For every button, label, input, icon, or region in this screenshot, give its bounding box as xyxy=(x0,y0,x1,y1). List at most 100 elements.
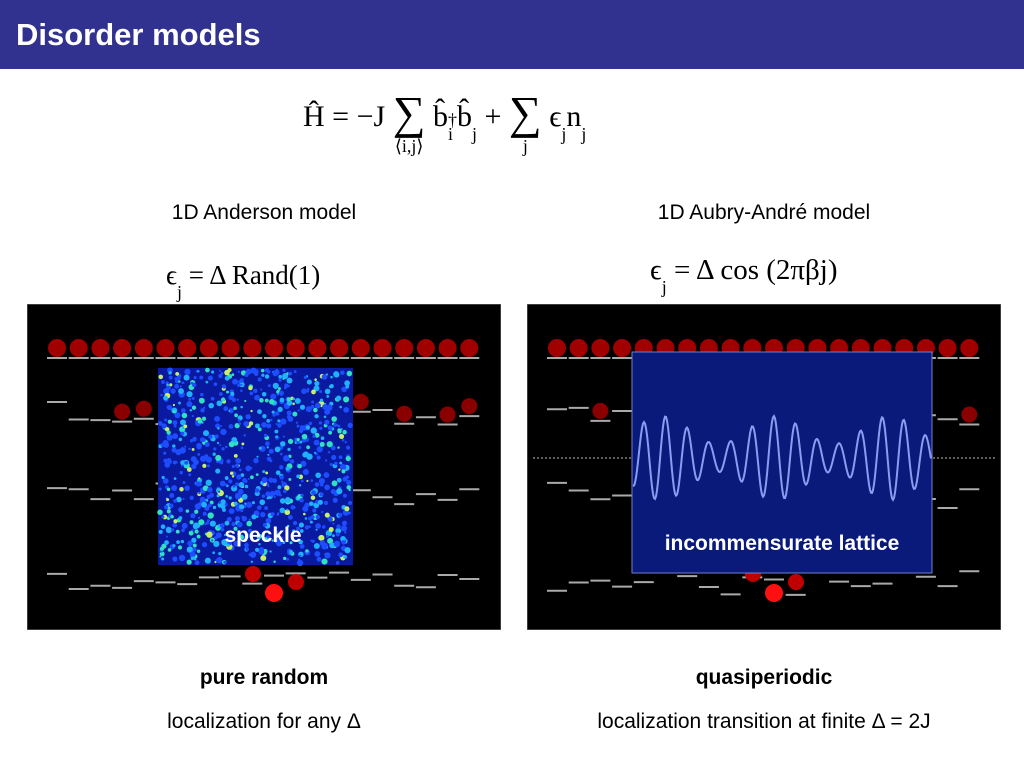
speckle-grain xyxy=(249,551,257,558)
speckle-grain xyxy=(292,520,298,526)
atom xyxy=(416,339,435,357)
speckle-grain xyxy=(254,394,260,401)
speckle-grain xyxy=(240,383,243,386)
speckle-grain xyxy=(207,375,213,381)
speckle-grain xyxy=(166,434,173,441)
speckle-grain xyxy=(174,383,180,389)
term: Ĥ = −J xyxy=(303,100,393,134)
speckle-grain xyxy=(271,539,274,542)
speckle-grain xyxy=(217,426,220,430)
sum-sign: ∑ xyxy=(508,87,542,138)
scripts: † i xyxy=(447,111,457,144)
speckle-grain xyxy=(172,544,176,548)
speckle-grain xyxy=(164,418,168,422)
speckle-grain xyxy=(219,444,222,447)
speckle-grain xyxy=(226,543,230,547)
speckle-grain xyxy=(191,447,195,451)
speckle-grain xyxy=(283,556,287,561)
speckle-grain xyxy=(188,530,194,536)
speckle-grain xyxy=(338,455,343,460)
speckle-grain xyxy=(272,413,276,417)
speckle-grain xyxy=(284,509,291,516)
speckle-grain xyxy=(324,552,331,559)
speckle-grain xyxy=(348,488,351,492)
speckle-grain xyxy=(181,412,188,419)
speckle-grain xyxy=(192,547,197,552)
panel-heading: 1D Aubry-André model xyxy=(657,201,871,224)
speckle-grain xyxy=(198,491,201,495)
speckle-grain xyxy=(207,512,214,519)
speckle-grain xyxy=(178,516,183,520)
speckle-grain xyxy=(160,524,166,529)
speckle-grain xyxy=(276,393,279,396)
speckle-grain xyxy=(278,378,282,382)
speckle-grain xyxy=(231,521,236,527)
speckle-grain xyxy=(287,416,294,422)
speckle-grain xyxy=(163,442,170,448)
speckle-grain xyxy=(241,493,248,500)
speckle-grain xyxy=(345,384,350,389)
speckle-grain xyxy=(264,374,270,379)
speckle-grain xyxy=(166,498,170,502)
atom xyxy=(286,339,305,357)
speckle-grain xyxy=(297,558,301,562)
speckle-grain xyxy=(323,415,327,419)
speckle-grain xyxy=(258,543,261,546)
speckle-grain xyxy=(284,383,289,388)
speckle-grain xyxy=(213,447,217,451)
speckle-grain xyxy=(221,539,228,546)
atom xyxy=(113,339,132,357)
speckle-grain xyxy=(228,508,235,515)
speckle-grain xyxy=(193,376,197,380)
speckle-grain xyxy=(293,370,297,373)
subscript: i xyxy=(447,124,453,144)
speckle-grain xyxy=(201,416,207,421)
speckle-grain xyxy=(251,514,257,520)
speckle-grain xyxy=(266,496,270,500)
speckle-grain xyxy=(301,433,308,440)
speckle-grain xyxy=(265,530,268,533)
speckle-grain xyxy=(238,504,245,510)
speckle-grain xyxy=(270,393,277,400)
speckle-grain xyxy=(166,509,171,514)
speckle-grain xyxy=(286,508,289,511)
speckle-grain xyxy=(298,539,303,545)
speckle-grain xyxy=(204,442,210,448)
speckle-grain xyxy=(341,469,346,474)
speckle-grain xyxy=(333,423,338,427)
speckle-grain xyxy=(333,461,338,466)
speckle-grain xyxy=(190,513,196,519)
speckle-grain xyxy=(243,434,247,437)
speckle-grain xyxy=(322,403,328,410)
speckle-grain xyxy=(255,473,259,477)
speckle-grain xyxy=(305,425,310,430)
symbol: = Δ Rand(1) xyxy=(181,260,321,290)
speckle-grain xyxy=(288,477,292,481)
speckle-grain xyxy=(296,440,300,444)
speckle-grain xyxy=(262,413,267,419)
symbol: ϵ xyxy=(166,260,177,290)
speckle-grain xyxy=(228,479,233,484)
speckle-grain xyxy=(201,541,208,548)
speckle-grain xyxy=(169,493,175,498)
speckle-grain xyxy=(283,386,287,390)
speckle-grain xyxy=(157,509,163,516)
speckle-grain xyxy=(208,402,214,409)
speckle-grain xyxy=(228,496,232,500)
speckle-grain xyxy=(204,557,211,564)
speckle-grain xyxy=(326,441,333,448)
speckle-grain xyxy=(206,494,211,499)
speckle-grain xyxy=(278,390,284,396)
speckle-grain xyxy=(310,495,316,500)
speckle-grain xyxy=(299,404,306,410)
speckle-grain xyxy=(233,540,240,547)
speckle-grain xyxy=(245,465,252,472)
speckle-grain xyxy=(321,373,328,380)
speckle-grain xyxy=(346,480,352,486)
speckle-grain xyxy=(286,397,291,402)
atom xyxy=(221,339,240,357)
speckle-grain xyxy=(184,368,191,376)
speckle-grain xyxy=(315,514,320,520)
speckle-grain xyxy=(314,432,320,438)
speckle-grain xyxy=(203,430,210,437)
